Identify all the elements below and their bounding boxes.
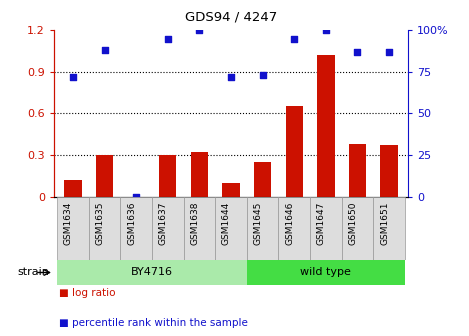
Bar — [96, 155, 113, 197]
Bar — [254, 162, 271, 197]
Text: ■ log ratio: ■ log ratio — [59, 288, 115, 298]
Bar — [89, 197, 121, 260]
Bar — [57, 197, 89, 260]
Bar — [279, 197, 310, 260]
Bar — [152, 197, 183, 260]
Text: GSM1644: GSM1644 — [222, 202, 231, 245]
Point — [290, 36, 298, 41]
Point — [322, 28, 330, 33]
Bar — [64, 180, 82, 197]
Text: GSM1634: GSM1634 — [64, 202, 73, 245]
Text: GSM1636: GSM1636 — [127, 202, 136, 245]
Text: wild type: wild type — [300, 267, 351, 278]
Point — [164, 36, 172, 41]
Text: GSM1646: GSM1646 — [285, 202, 294, 245]
Text: GSM1647: GSM1647 — [317, 202, 326, 245]
Bar — [159, 155, 176, 197]
Bar — [57, 260, 247, 285]
Bar — [341, 197, 373, 260]
Point — [259, 73, 266, 78]
Point — [386, 49, 393, 54]
Bar — [373, 197, 405, 260]
Bar — [286, 107, 303, 197]
Bar — [310, 197, 341, 260]
Text: ■ percentile rank within the sample: ■ percentile rank within the sample — [59, 318, 248, 328]
Text: strain: strain — [17, 267, 49, 278]
Text: GSM1650: GSM1650 — [348, 202, 357, 245]
Point — [101, 47, 108, 53]
Bar — [247, 197, 279, 260]
Bar — [222, 183, 240, 197]
Point — [196, 28, 203, 33]
Bar — [317, 55, 334, 197]
Bar — [191, 152, 208, 197]
Text: GDS94 / 4247: GDS94 / 4247 — [185, 10, 277, 23]
Point — [132, 194, 140, 199]
Bar — [121, 197, 152, 260]
Bar — [215, 197, 247, 260]
Text: GSM1645: GSM1645 — [254, 202, 263, 245]
Text: GSM1637: GSM1637 — [159, 202, 168, 245]
Bar — [380, 145, 398, 197]
Text: GSM1638: GSM1638 — [190, 202, 199, 245]
Text: GSM1635: GSM1635 — [96, 202, 105, 245]
Text: BY4716: BY4716 — [131, 267, 173, 278]
Bar — [247, 260, 405, 285]
Point — [227, 74, 234, 80]
Bar — [183, 197, 215, 260]
Bar — [349, 144, 366, 197]
Point — [69, 74, 76, 80]
Point — [354, 49, 361, 54]
Text: GSM1651: GSM1651 — [380, 202, 389, 245]
